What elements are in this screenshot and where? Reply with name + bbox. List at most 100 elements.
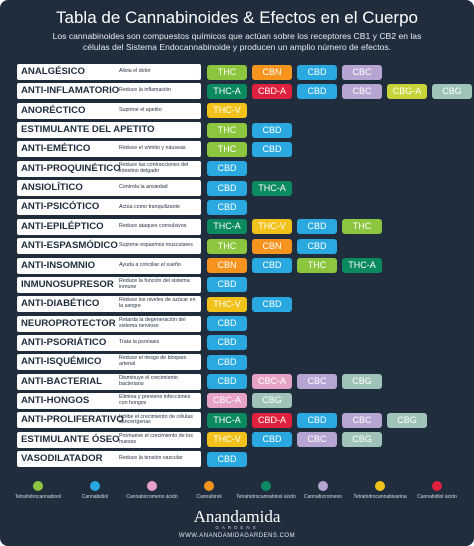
cannabinoid-tag: CBG (252, 393, 292, 409)
effect-label: ANTI-INSOMNIO Ayuda a conciliar el sueño (17, 257, 201, 274)
cannabinoid-tag: CBD (207, 354, 247, 370)
effect-label: ESTIMULANTE ÓSEO Promueve el crecimiento … (17, 431, 201, 448)
cannabinoid-tag: CBG (342, 432, 382, 448)
legend-item: Cannabinol (179, 481, 239, 500)
legend-label: Cannabinol (196, 494, 222, 500)
cannabinoid-tag: CBG-A (387, 83, 427, 99)
legend-item: Tetrahidrocannabinol ácido (236, 481, 296, 500)
effect-name: ANTI-DIABÉTICO (21, 298, 100, 310)
effect-description: Reduce el vómito y náuseas (119, 145, 186, 152)
legend-dot (204, 481, 214, 491)
effect-description: Suprime espasmos musculares (119, 242, 193, 249)
cannabinoid-tag: CBD (252, 432, 292, 448)
cannabinoid-tag: CBD-A (252, 83, 292, 99)
effect-label: ANTI-PROQUINÉTICO Reduce las contraccione… (17, 160, 201, 177)
cannabinoid-tag: CBD (252, 296, 292, 312)
url: WWW.ANANDAMIDAGARDENS.COM (178, 533, 296, 539)
cannabinoid-tag: CBD (207, 335, 247, 351)
effect-description: Elimina y previene infecciones con hongo… (119, 394, 191, 406)
cannabinoid-tag: THC (297, 258, 337, 273)
cannabinoid-tag: CBD (207, 316, 247, 332)
cannabinoid-tag: CBD (252, 141, 292, 157)
cannabinoid-tag: THC (207, 64, 247, 80)
cannabinoid-tag: CBD (207, 451, 247, 467)
effect-name: ANTI-EMÉTICO (21, 143, 91, 155)
effect-description: Reduce la tensión vascular (119, 455, 183, 462)
cannabinoid-tag: CBD (297, 83, 337, 99)
effect-description: Reduce la inflamación (119, 87, 172, 94)
effect-name: ANTI-EPILÉPTICO (21, 220, 104, 232)
cannabinoid-tag: CBG (387, 412, 427, 428)
legend-label: Tetrahidrocannabivarina (353, 494, 407, 500)
cannabinoid-tag: THC-A (342, 258, 382, 273)
effect-name: NEUROPROTECTOR (21, 317, 116, 329)
effect-name: ANSIOLÍTICO (21, 182, 83, 194)
legend-item: Cannabicromeno (293, 481, 353, 500)
cannabinoid-tag: CBC (342, 412, 382, 428)
brand-sub: GARDENS (215, 525, 259, 530)
legend-label: Cannabicromeno (303, 494, 343, 500)
cannabinoid-tag: THC (207, 238, 247, 254)
effect-description: Alivia el dolor (119, 68, 151, 75)
effect-row: ANTI-ESPASMÓDICO Suprime espasmos muscula… (17, 238, 457, 255)
cannabinoid-tag: CBD (297, 64, 337, 80)
effect-name: ANTI-PROQUINÉTICO (21, 162, 121, 174)
effect-description: Reduce el riesgo de bloqueo arterial (119, 355, 187, 368)
cannabinoid-tag: CBG (342, 374, 382, 390)
effect-row: ANTI-DIABÉTICO Reduce los niveles de azúc… (17, 296, 457, 313)
legend-dot (90, 481, 100, 491)
effect-row: ANTI-PSORIÁTICO Trata la psoriasis CBD (17, 334, 457, 351)
effect-row: NEUROPROTECTOR Retarda la degeneración de… (17, 315, 457, 332)
effect-label: ANALGÉSICO Alivia el dolor (17, 64, 201, 80)
cannabinoid-tag: THC-A (207, 412, 247, 428)
effect-row: ANTI-PSICÓTICO Actúa como tranquilizante C… (17, 199, 457, 216)
cannabinoid-tag: THC (207, 122, 247, 138)
cannabinoid-tag: CBD (207, 277, 247, 293)
effect-row: ANTI-INFLAMATORIO Reduce la inflamación TH… (17, 83, 472, 100)
effect-name: ANTI-INSOMNIO (21, 259, 96, 271)
effect-label: ANTI-ESPASMÓDICO Suprime espasmos muscula… (17, 238, 201, 255)
cannabinoid-tag: CBC (297, 432, 337, 448)
cannabinoid-tag: CBD (207, 199, 247, 215)
cannabinoid-tag: THC (207, 141, 247, 157)
legend-item: Cannabicromeno ácido (122, 481, 182, 500)
effect-label: ESTIMULANTE DEL APETITO (17, 122, 201, 139)
cannabinoid-tag: CBD (297, 412, 337, 428)
effect-row: ANTI-EMÉTICO Reduce el vómito y náuseas TH… (17, 141, 457, 158)
cannabinoid-tag: CBC-A (207, 393, 247, 409)
cannabinoid-tag: THC-A (207, 83, 247, 99)
effect-description: Suprime el apetito (119, 106, 162, 113)
effect-label: ANTI-PSICÓTICO Actúa como tranquilizante (17, 199, 201, 216)
cannabinoid-tag: CBN (207, 258, 247, 273)
cannabinoid-tag: CBD (297, 219, 337, 235)
legend-label: Tetrahidrocannabinol ácido (236, 494, 296, 500)
cannabinoid-tag: CBD (297, 238, 337, 254)
cannabinoid-tag: CBC (342, 83, 382, 99)
legend-item: Cannabidiol ácido (407, 481, 467, 500)
cannabinoid-tag: THC-A (207, 219, 247, 235)
cannabinoid-tag: THC (342, 219, 382, 235)
effect-row: ESTIMULANTE DEL APETITO THC CBD (17, 122, 457, 139)
effect-label: ANTI-INFLAMATORIO Reduce la inflamación (17, 83, 201, 100)
cannabinoid-tag: CBN (252, 64, 292, 80)
effect-row: ANTI-HONGOS Elimina y previene infeccione… (17, 392, 457, 409)
effect-row: ANORÉCTICO Suprime el apetito THC-V (17, 102, 457, 119)
effect-label: ANTI-PSORIÁTICO Trata la psoriasis (17, 334, 201, 351)
cannabinoid-tag: CBD (207, 180, 247, 196)
legend-label: Cannabidiol ácido (417, 494, 457, 500)
effect-label: VASODILATADOR Reduce la tensión vascular (17, 451, 201, 467)
effect-description: Reduce la función del sistema inmune (119, 278, 190, 290)
effect-description: Actúa como tranquilizante (119, 203, 180, 210)
effect-label: ANTI-EMÉTICO Reduce el vómito y náuseas (17, 141, 201, 158)
effect-label: ANTI-HONGOS Elimina y previene infeccione… (17, 392, 201, 409)
effect-name: ANTI-PSICÓTICO (21, 201, 100, 213)
cannabinoid-tag: CBD (207, 374, 247, 390)
effect-description: Disminuye el crecimiento bacteriano (119, 374, 178, 387)
legend-item: Tetrahidrocannabivarina (350, 481, 410, 500)
effect-row: ANTI-ISQUÉMICO Reduce el riesgo de bloque… (17, 354, 457, 371)
effect-row: ESTIMULANTE ÓSEO Promueve el crecimiento … (17, 431, 457, 448)
effect-name: ANTI-PROLIFERATIVO (21, 414, 124, 426)
subtitle: Los cannabinoides son compuestos químico… (52, 31, 422, 52)
cannabinoid-tag: CBD (207, 161, 247, 177)
